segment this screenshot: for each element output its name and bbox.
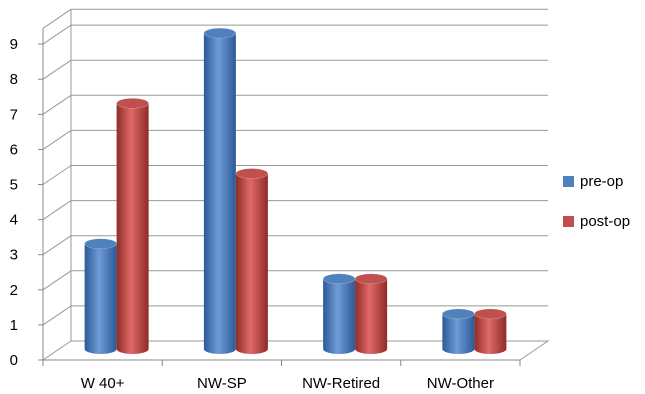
bar-body [442,313,475,354]
gridline-depth [42,59,72,80]
x-category-label: NW-Other [427,375,494,392]
bar-body [235,173,268,354]
x-category-label: W 40+ [81,375,125,392]
x-category-label: NW-Retired [302,375,380,392]
y-tick-label: 8 [10,71,18,88]
bar-top [84,238,117,249]
gridline-depth [42,305,72,326]
gridline-depth [42,235,72,256]
gridline-depth [42,129,72,150]
bar-top [442,308,475,320]
bar-top [474,308,507,320]
legend: pre-op post-op [563,170,630,250]
legend-label-post-op: post-op [580,212,631,230]
y-tick-label: 3 [10,247,18,264]
bar-post-op-NW-Other [474,308,507,354]
x-category-label: NW-SP [197,375,247,392]
bar-post-op-NW-Retired [354,273,388,354]
bar-pre-op-NW-Other [442,308,475,354]
legend-swatch-pre-op [563,175,574,187]
x-axis-categories: W 40+ NW-SP NW-Retired NW-Other [42,360,521,392]
gridline-depth [42,200,72,221]
gridlines [42,8,548,326]
legend-item-pre-op: pre-op [563,170,630,192]
y-tick-label: 0 [10,352,18,369]
y-axis-ticks: 0 1 2 3 4 5 6 7 8 9 [10,36,43,369]
y-tick-label: 7 [10,106,18,123]
bar-post-op-NW-SP [235,168,269,354]
y-tick-label: 5 [10,177,18,194]
y-tick-label: 6 [10,141,18,158]
gridline-depth [42,165,72,185]
bar-body [355,278,388,354]
legend-item-post-op: post-op [563,210,630,232]
bar-body [116,103,149,354]
gridline-depth [42,270,72,291]
bar-body [323,278,356,354]
bar-body [84,243,117,354]
gridline-depth [42,24,72,45]
bar-top [322,273,356,285]
y-tick-label: 2 [10,282,18,299]
legend-label-pre-op: pre-op [580,172,624,190]
bar-top [354,273,388,285]
bar-body [203,33,236,354]
bar-top [235,168,269,179]
bar-pre-op-W 40+ [84,238,117,354]
gridline-top-depth [42,8,72,29]
legend-swatch-post-op [563,215,574,227]
y-tick-label: 4 [10,212,18,229]
bars [84,27,507,354]
bar-top [116,98,149,109]
bar-post-op-W 40+ [116,98,149,354]
bar-pre-op-NW-SP [203,27,237,354]
y-tick-label: 9 [10,36,18,53]
bar-body [474,313,507,354]
bar-pre-op-NW-Retired [322,273,356,354]
bar-top [203,27,237,39]
gridline-depth [42,94,72,115]
y-tick-label: 1 [10,317,18,334]
